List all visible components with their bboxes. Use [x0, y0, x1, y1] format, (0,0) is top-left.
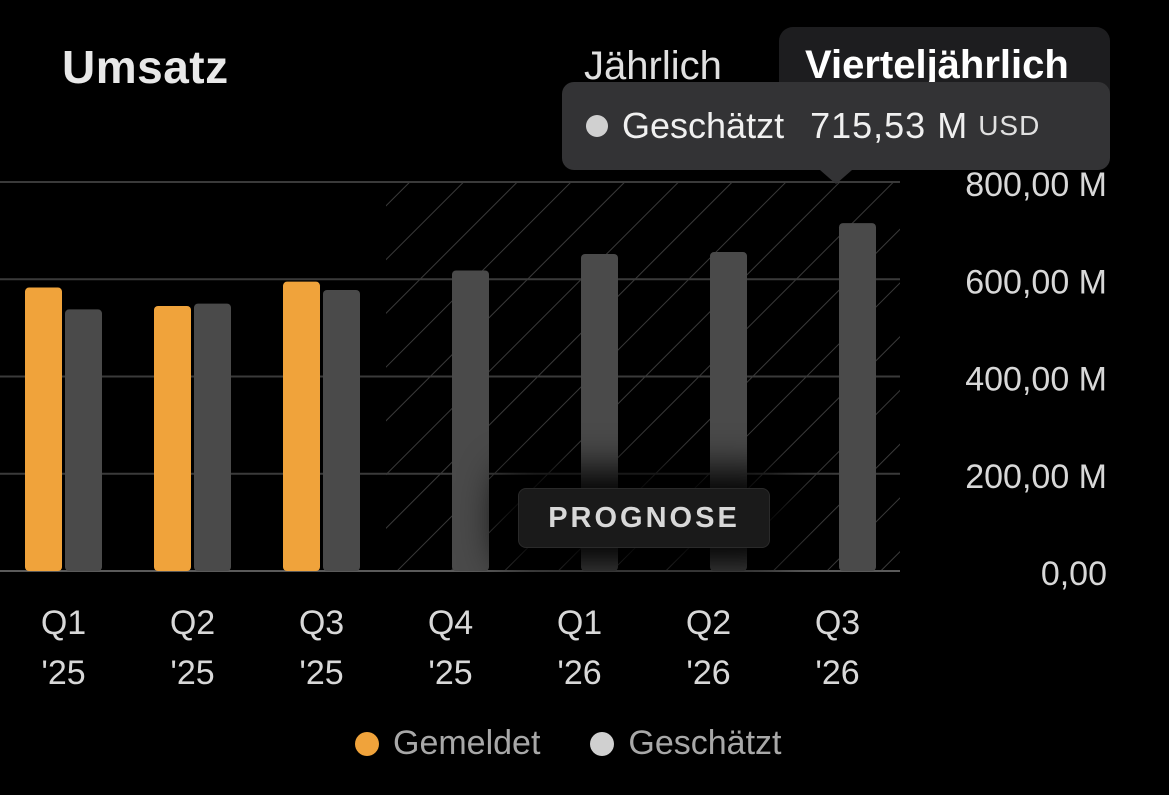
bar-estimated[interactable] [323, 289, 360, 571]
forecast-badge: PROGNOSE [518, 488, 770, 548]
legend-item-estimated[interactable]: Geschätzt [590, 724, 781, 763]
x-tick-quarter: Q1 [557, 604, 602, 642]
x-tick-year: '25 [299, 654, 343, 692]
x-tick-year: '25 [170, 654, 214, 692]
x-tick-quarter: Q3 [299, 604, 344, 642]
y-tick-label: 800,00 M [965, 166, 1107, 204]
bar-reported[interactable] [154, 305, 191, 571]
y-tick-label: 200,00 M [965, 458, 1107, 496]
bar-estimated[interactable] [839, 223, 876, 571]
x-tick-year: '25 [428, 654, 472, 692]
x-tick-quarter: Q2 [686, 604, 731, 642]
x-tick-year: '26 [686, 654, 730, 692]
legend-label-reported: Gemeldet [393, 724, 541, 762]
legend-item-reported[interactable]: Gemeldet [355, 724, 540, 763]
y-tick-label: 600,00 M [965, 263, 1107, 301]
bar-estimated[interactable] [452, 270, 489, 571]
x-tick-year: '25 [41, 654, 85, 692]
x-tick-quarter: Q4 [428, 604, 473, 642]
y-tick-label: 400,00 M [965, 361, 1107, 399]
legend-dot-estimated [590, 731, 615, 756]
chart-legend: Gemeldet Geschätzt [355, 724, 831, 763]
tooltip-unit: USD [978, 110, 1041, 141]
bar-estimated[interactable] [65, 309, 102, 571]
tooltip-value: 715,53 M [810, 105, 969, 146]
page-title: Umsatz [62, 41, 229, 93]
tooltip-label: Geschätzt [622, 105, 785, 146]
tooltip-series-dot [586, 115, 608, 137]
bar-reported[interactable] [25, 287, 62, 571]
tab-yearly[interactable]: Jährlich [584, 44, 722, 88]
legend-label-estimated: Geschätzt [628, 724, 782, 762]
value-tooltip: Geschätzt 715,53 M USD [562, 82, 1110, 184]
x-tick-year: '26 [557, 654, 601, 692]
bar-estimated[interactable] [194, 303, 231, 571]
x-tick-quarter: Q1 [41, 604, 86, 642]
x-tick-quarter: Q3 [815, 604, 860, 642]
x-tick-year: '26 [815, 654, 859, 692]
y-tick-label: 0,00 [1041, 555, 1107, 593]
tab-quarterly-label: Vierteljährlich [805, 43, 1069, 87]
bar-reported[interactable] [283, 281, 320, 571]
x-tick-quarter: Q2 [170, 604, 215, 642]
legend-dot-reported [355, 731, 379, 756]
